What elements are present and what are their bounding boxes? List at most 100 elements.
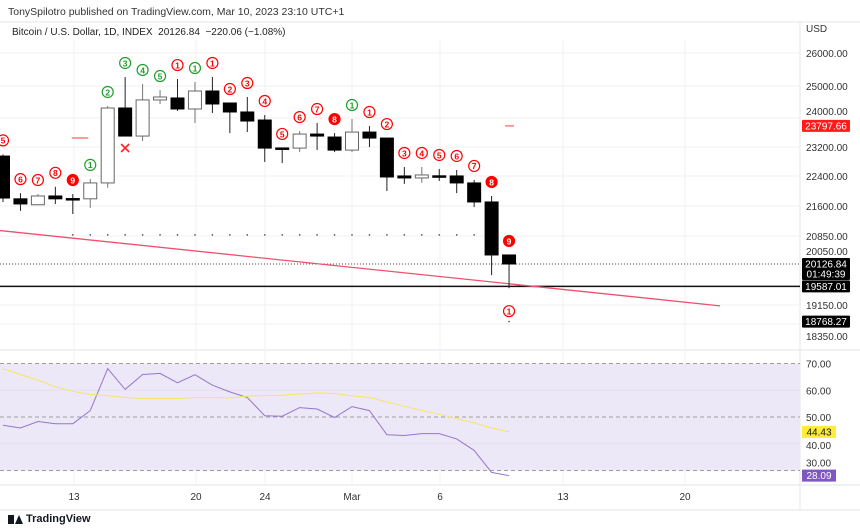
candle-body	[484, 201, 499, 256]
price-tick: 21600.00	[806, 202, 848, 213]
candle-body	[414, 174, 429, 179]
td-count-label: 4	[262, 96, 267, 106]
td-count-label: 2	[105, 87, 110, 97]
candle: 8	[48, 166, 63, 204]
candle: 6	[13, 173, 28, 211]
brand-name: TradingView	[26, 513, 91, 525]
td-count-label: 5	[158, 71, 163, 81]
candle: 5	[275, 127, 290, 164]
support-dot	[211, 234, 214, 236]
time-axis-label: 20	[679, 492, 691, 503]
candle: 1	[170, 58, 185, 111]
td-count-label: 2	[227, 84, 232, 94]
support-dot	[176, 234, 179, 236]
time-axis-label: 24	[259, 492, 271, 503]
td-count-marker	[153, 69, 167, 83]
rsi-badge-bg	[802, 425, 836, 438]
td-count-marker	[171, 58, 184, 72]
td-count-marker	[206, 56, 219, 70]
td-count-marker	[276, 127, 289, 141]
td-count-marker	[188, 61, 202, 75]
td-count-label: 1	[88, 160, 93, 170]
price-tick: 19150.00	[806, 301, 848, 312]
candle: 2	[222, 82, 237, 134]
time-axis-label: 20	[190, 492, 202, 503]
rsi-badge-bg	[802, 469, 836, 482]
candle-body	[240, 111, 255, 122]
td-count-label: 4	[140, 65, 145, 75]
price-change: −220.06 (−1.08%)	[205, 27, 286, 38]
candle: 1	[187, 61, 202, 124]
td-count-label: 3	[245, 78, 250, 88]
support-dot	[89, 234, 91, 236]
td-count-marker	[345, 98, 359, 112]
td-count-label: 1	[193, 63, 198, 73]
last-price: 20126.84	[158, 27, 200, 38]
support-dot	[386, 234, 388, 236]
tradingview-logo-icon	[8, 514, 23, 524]
price-tick: 25000.00	[806, 82, 848, 93]
support-dot	[264, 234, 266, 236]
td-count-marker	[502, 234, 516, 248]
support-dot	[456, 234, 458, 236]
price-tick: 20850.00	[806, 232, 848, 243]
symbol-legend[interactable]: Bitcoin / U.S. Dollar, 1D, INDEX 20126.8…	[12, 27, 286, 38]
support-dot	[72, 234, 74, 236]
candle-body	[222, 102, 237, 113]
price-tick: 20050.00	[806, 247, 848, 258]
support-dot	[421, 234, 423, 236]
candle-body	[502, 254, 517, 265]
td-count-marker	[433, 148, 446, 162]
td-count-label: 1	[367, 107, 372, 117]
candle-body	[13, 198, 28, 205]
candle: 2	[379, 117, 394, 192]
candle: 4	[135, 63, 150, 142]
support-dot	[438, 234, 440, 236]
td-count-marker	[380, 117, 393, 131]
candle: 1	[83, 158, 98, 208]
support-dot	[124, 234, 126, 236]
candle-body	[292, 133, 307, 149]
time-axis-label: Mar	[343, 492, 361, 503]
tradingview-logo[interactable]: TradingView	[8, 513, 91, 525]
td-count-label: 7	[315, 104, 320, 114]
candle-body	[327, 136, 342, 151]
support-dot	[141, 234, 144, 236]
support-dot	[281, 234, 283, 236]
td-count-label: 8	[489, 177, 494, 187]
td-count-marker	[14, 173, 27, 186]
candle-body	[100, 107, 115, 184]
support-dot	[333, 234, 336, 236]
td-count-marker	[415, 146, 428, 160]
td-count-marker	[450, 149, 463, 163]
price-badge-text: 20126.84	[805, 259, 847, 270]
rsi-tick: 40.00	[806, 441, 831, 452]
rsi-badge: 44.43	[802, 425, 836, 438]
td-count-marker	[258, 94, 271, 108]
candle-body	[379, 137, 394, 178]
td-count-marker	[398, 146, 411, 160]
candle-body	[48, 195, 63, 200]
td-count-marker	[119, 56, 132, 70]
candle: 5	[432, 148, 447, 181]
candle: 6	[292, 110, 307, 153]
td-count-label: 8	[53, 168, 58, 178]
td-count-label: 6	[454, 151, 459, 161]
td-count-label: 5	[437, 150, 442, 160]
td-count-marker	[136, 63, 149, 77]
td-count-marker	[468, 159, 481, 173]
td-count-marker	[293, 110, 306, 124]
td-count-label: 7	[36, 175, 41, 185]
candle: 3	[240, 76, 255, 133]
rsi-badge-text: 28.09	[806, 471, 831, 482]
candle-body	[257, 119, 272, 149]
time-axis-label: 13	[557, 492, 569, 503]
td-count-label: 1	[507, 306, 512, 316]
candle-body	[0, 155, 10, 199]
rsi-badge: 28.09	[802, 469, 836, 482]
candle: 5	[0, 134, 10, 202]
td-count-label: 6	[297, 112, 302, 122]
td-count-label: 2	[385, 119, 390, 129]
